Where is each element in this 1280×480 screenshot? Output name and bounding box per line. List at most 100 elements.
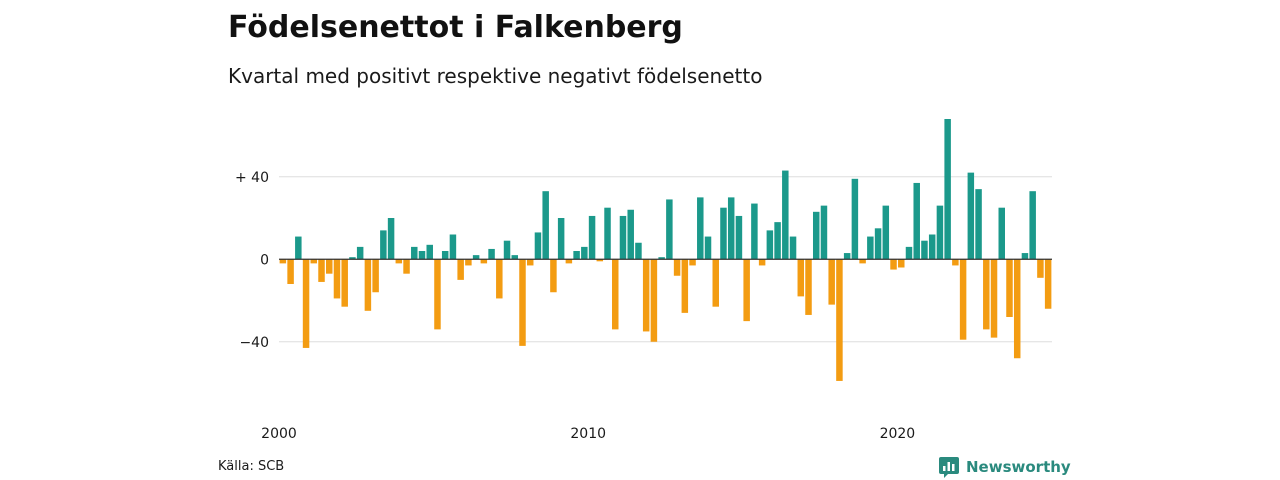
x-tick-label: 2010 — [570, 426, 606, 442]
bar-positive — [867, 236, 874, 260]
bar-positive — [921, 240, 928, 260]
bar-positive — [472, 255, 480, 260]
bar-positive — [588, 215, 596, 260]
bar-negative — [758, 259, 766, 266]
bar-positive — [975, 189, 982, 260]
bar-positive — [411, 246, 418, 260]
bar-negative — [519, 259, 526, 346]
bar-positive — [782, 170, 789, 260]
bars — [279, 119, 1052, 381]
chart-subtitle: Kvartal med positivt respektive negativt… — [228, 64, 763, 88]
bar-negative — [372, 259, 379, 293]
bar-negative — [681, 259, 689, 313]
bar-positive — [882, 205, 890, 260]
bar-positive — [604, 207, 611, 260]
bar-positive — [488, 248, 495, 260]
bar-negative — [457, 259, 464, 280]
bar-positive — [936, 205, 944, 260]
bar-positive — [1029, 191, 1036, 260]
bar-negative — [983, 259, 990, 330]
bar-negative — [550, 259, 557, 293]
bar-positive — [573, 251, 580, 260]
bar-negative — [836, 259, 843, 381]
bar-positive — [380, 230, 387, 260]
bar-negative — [797, 259, 805, 297]
bar-negative — [318, 259, 325, 282]
chart-title: Födelsenettot i Falkenberg — [228, 10, 683, 45]
bar-negative — [990, 259, 998, 338]
bar-positive — [627, 209, 634, 260]
bar-positive — [913, 182, 920, 260]
bar-negative — [673, 259, 681, 276]
bar-negative — [612, 259, 619, 330]
bar-positive — [534, 232, 542, 260]
bar-positive — [441, 251, 449, 260]
bar-positive — [843, 253, 851, 260]
x-tick-label: 2000 — [261, 426, 297, 442]
bar-negative — [496, 259, 503, 299]
bar-negative — [279, 259, 287, 264]
bar-positive — [851, 178, 859, 260]
bar-positive — [944, 119, 951, 260]
tick-labels: + 40 0 −40 2000 2010 2020 — [235, 170, 915, 442]
bar-negative — [465, 259, 472, 266]
bar-positive — [774, 222, 781, 260]
bar-positive — [635, 242, 642, 260]
bar-positive — [812, 211, 820, 260]
bar-positive — [349, 257, 356, 260]
bar-negative — [898, 259, 905, 268]
x-tick-label: 2020 — [880, 426, 916, 442]
bar-negative — [1037, 259, 1044, 278]
bar-positive — [998, 207, 1005, 260]
bar-positive — [1021, 253, 1029, 260]
bar-negative — [341, 259, 348, 307]
bar-negative — [959, 259, 967, 340]
bar-positive — [295, 236, 302, 260]
bar-positive — [356, 246, 364, 260]
bar-negative — [596, 259, 604, 262]
bar-negative — [480, 259, 488, 264]
y-tick-label: 0 — [260, 252, 269, 268]
bar-positive — [557, 218, 565, 260]
bar-positive — [967, 172, 975, 260]
bar-negative — [1044, 259, 1052, 309]
bar-negative — [1006, 259, 1013, 317]
bar-negative — [403, 259, 410, 274]
bar-negative — [326, 259, 333, 274]
bar-negative — [712, 259, 719, 307]
bar-positive — [581, 246, 588, 260]
bar-positive — [426, 244, 433, 260]
newsworthy-logo-icon — [939, 457, 959, 478]
bar-positive — [928, 234, 936, 260]
bar-positive — [704, 236, 712, 260]
bar-negative — [689, 259, 696, 266]
y-tick-label: −40 — [239, 335, 269, 351]
bar-positive — [387, 218, 395, 260]
bar-positive — [697, 197, 704, 260]
bar-positive — [789, 236, 797, 260]
bar-negative — [395, 259, 403, 264]
source-note: Källa: SCB — [218, 459, 285, 474]
bar-negative — [642, 259, 650, 332]
bar-negative — [890, 259, 897, 270]
bar-negative — [828, 259, 835, 305]
bar-negative — [364, 259, 372, 311]
bar-negative — [310, 259, 318, 264]
bar-positive — [511, 255, 519, 260]
bar-positive — [658, 257, 665, 260]
bar-negative — [650, 259, 658, 342]
bar-positive — [503, 240, 511, 260]
bar-negative — [526, 259, 534, 266]
bar-negative — [805, 259, 812, 315]
bar-positive — [727, 197, 735, 260]
bar-negative — [859, 259, 866, 264]
bar-positive — [720, 207, 727, 260]
bar-negative — [333, 259, 341, 299]
bar-negative — [1013, 259, 1021, 359]
bar-positive — [449, 234, 457, 260]
bar-negative — [434, 259, 441, 330]
bar-positive — [619, 215, 627, 260]
bar-positive — [905, 246, 913, 260]
bar-positive — [418, 251, 426, 260]
